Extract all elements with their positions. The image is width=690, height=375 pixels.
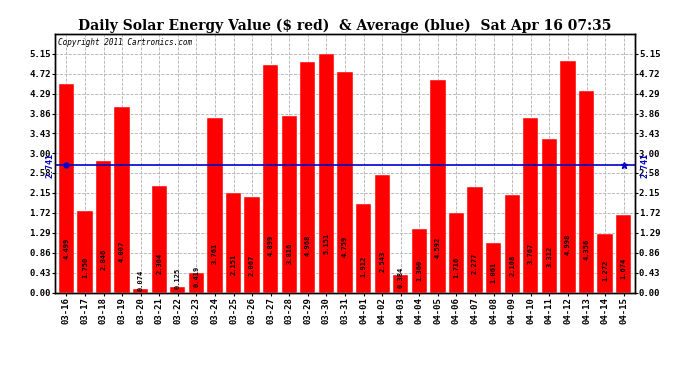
Text: 4.592: 4.592 — [435, 237, 441, 258]
Bar — [115, 107, 130, 292]
Bar — [226, 193, 241, 292]
Text: 2.151: 2.151 — [230, 254, 237, 275]
Bar — [449, 213, 464, 292]
Text: 1.716: 1.716 — [453, 257, 460, 278]
Bar — [598, 234, 613, 292]
Bar — [244, 196, 259, 292]
Text: 0.125: 0.125 — [175, 268, 181, 289]
Bar — [412, 230, 427, 292]
Text: 2.741: 2.741 — [640, 153, 649, 178]
Text: 4.499: 4.499 — [63, 238, 70, 259]
Bar — [616, 215, 631, 292]
Bar — [356, 204, 371, 292]
Text: 5.151: 5.151 — [324, 233, 329, 254]
Text: 1.912: 1.912 — [361, 256, 366, 277]
Text: 4.356: 4.356 — [584, 238, 589, 260]
Text: 3.761: 3.761 — [212, 243, 218, 264]
Bar — [393, 275, 408, 292]
Text: 2.304: 2.304 — [156, 253, 162, 274]
Text: 0.419: 0.419 — [193, 266, 199, 287]
Text: 2.277: 2.277 — [472, 253, 478, 274]
Bar — [96, 160, 111, 292]
Text: 3.312: 3.312 — [546, 246, 553, 267]
Text: 2.108: 2.108 — [509, 254, 515, 276]
Bar — [523, 118, 538, 292]
Bar — [467, 187, 483, 292]
Text: 1.272: 1.272 — [602, 260, 608, 281]
Text: 2.067: 2.067 — [249, 255, 255, 276]
Bar — [208, 118, 223, 292]
Bar — [77, 211, 92, 292]
Bar — [152, 186, 167, 292]
Bar — [486, 243, 501, 292]
Text: 2.741: 2.741 — [46, 153, 55, 178]
Bar — [431, 80, 446, 292]
Text: 4.899: 4.899 — [268, 235, 274, 256]
Text: 1.750: 1.750 — [82, 257, 88, 278]
Bar — [504, 195, 520, 292]
Text: 1.674: 1.674 — [620, 257, 627, 279]
Bar — [300, 62, 315, 292]
Bar — [133, 289, 148, 292]
Bar — [170, 287, 186, 292]
Bar — [59, 84, 74, 292]
Text: 0.384: 0.384 — [397, 266, 404, 288]
Bar — [263, 65, 278, 292]
Bar — [319, 54, 334, 292]
Text: 3.816: 3.816 — [286, 242, 293, 264]
Text: 2.543: 2.543 — [379, 251, 385, 273]
Text: 0.074: 0.074 — [137, 270, 144, 291]
Text: 4.759: 4.759 — [342, 236, 348, 257]
Bar — [375, 175, 390, 292]
Bar — [579, 90, 594, 292]
Text: 4.968: 4.968 — [305, 234, 311, 256]
Bar — [282, 116, 297, 292]
Bar — [560, 61, 575, 292]
Text: 1.360: 1.360 — [416, 260, 422, 281]
Text: 1.061: 1.061 — [491, 261, 497, 283]
Text: 4.007: 4.007 — [119, 241, 125, 262]
Text: 2.846: 2.846 — [101, 249, 106, 270]
Bar — [542, 139, 557, 292]
Bar — [337, 72, 353, 292]
Text: 3.767: 3.767 — [528, 243, 534, 264]
Title: Daily Solar Energy Value ($ red)  & Average (blue)  Sat Apr 16 07:35: Daily Solar Energy Value ($ red) & Avera… — [78, 18, 612, 33]
Bar — [189, 273, 204, 292]
Text: 4.998: 4.998 — [565, 234, 571, 255]
Text: Copyright 2011 Cartronics.com: Copyright 2011 Cartronics.com — [58, 38, 193, 46]
